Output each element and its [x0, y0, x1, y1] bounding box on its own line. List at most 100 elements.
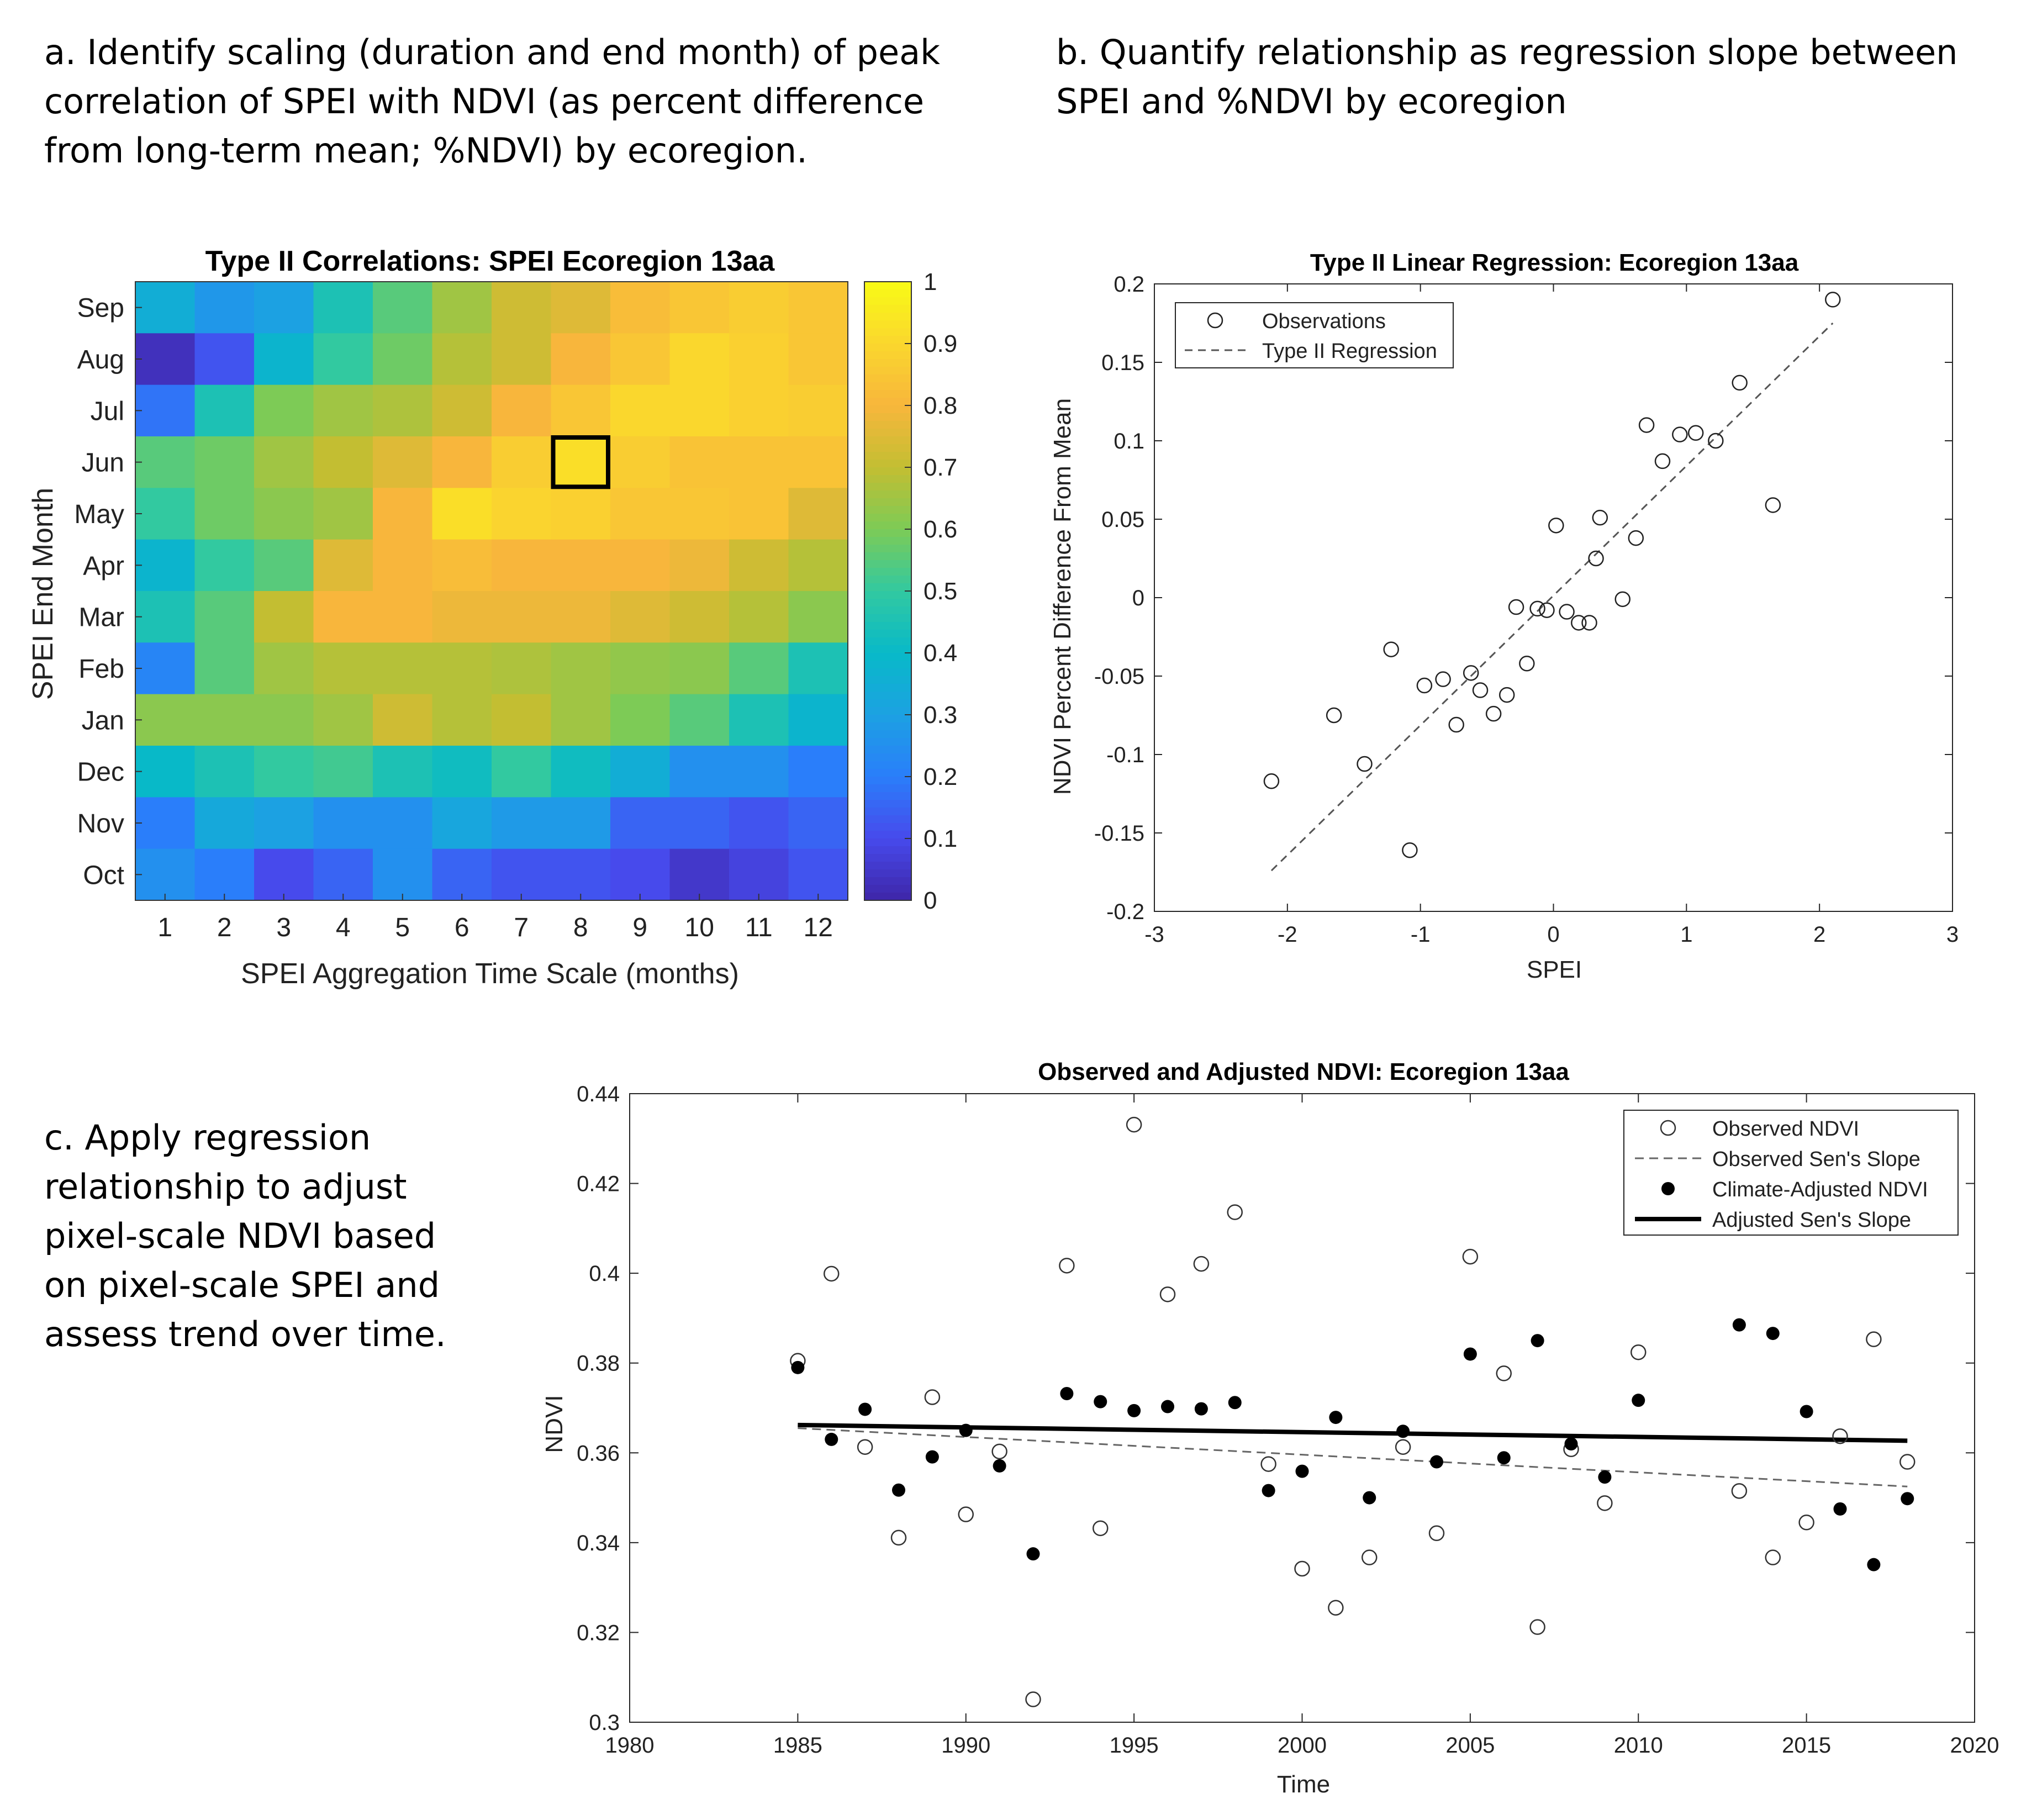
y-tick-label: 0 [1132, 586, 1144, 610]
colorbar-segment [864, 869, 911, 878]
heatmap-cell [313, 642, 373, 695]
colorbar-segment [864, 506, 911, 514]
heatmap-cell [313, 282, 373, 334]
colorbar-segment [864, 374, 911, 383]
heatmap-cell [669, 694, 730, 746]
colorbar-segment [864, 699, 911, 708]
colorbar-segment [864, 815, 911, 824]
chart-title: Type II Correlations: SPEI Ecoregion 13a… [205, 245, 775, 277]
x-tick-label: 10 [685, 913, 714, 942]
x-tick-label: 2015 [1782, 1733, 1831, 1758]
colorbar-segment [864, 568, 911, 576]
observed-ndvi-point [1765, 1549, 1781, 1565]
observation-point [1672, 426, 1688, 442]
observed-ndvi-point [1529, 1619, 1545, 1635]
x-tick-label: 1 [157, 913, 172, 942]
observation-point [1732, 374, 1748, 391]
heatmap-cell [373, 333, 433, 386]
heatmap-cell [492, 848, 552, 901]
adjusted-ndvi-point [1194, 1402, 1208, 1416]
legend-label: Climate-Adjusted NDVI [1712, 1178, 1928, 1201]
x-tick-label: 2000 [1278, 1733, 1327, 1758]
legend-label: Observations [1262, 310, 1386, 333]
y-tick-label: 0.44 [577, 1082, 620, 1106]
x-tick-label: 11 [745, 913, 773, 942]
observed-ndvi-point [1362, 1549, 1378, 1565]
observation-point [1539, 602, 1555, 618]
caption-a-line: from long-term mean; %NDVI) by ecoregion… [44, 130, 808, 171]
adjusted-ndvi-point [1228, 1396, 1242, 1410]
heatmap-cell [194, 746, 255, 798]
heatmap-cell [551, 282, 611, 334]
heatmap-cell [254, 333, 314, 386]
y-tick-label: Nov [77, 809, 124, 838]
x-tick-label: 3 [1946, 922, 1959, 947]
colorbar-segment [864, 390, 911, 398]
colorbar-segment [864, 606, 911, 615]
colorbar-segment [864, 862, 911, 870]
colorbar-segment [864, 645, 911, 653]
x-tick-label: 2005 [1445, 1733, 1495, 1758]
colorbar-segment [864, 282, 911, 290]
heatmap-cell [135, 694, 196, 746]
heatmap-cell [610, 333, 671, 386]
adjusted-ndvi-point [1295, 1464, 1309, 1478]
colorbar-segment [864, 444, 911, 452]
heatmap-cell [610, 746, 671, 798]
observed-ndvi-point [1159, 1286, 1176, 1302]
heatmap-cell [788, 539, 848, 592]
colorbar-segment [864, 320, 911, 329]
y-tick-label: 0.36 [577, 1441, 620, 1465]
colorbar-segment [864, 336, 911, 344]
observed-ndvi-point [890, 1529, 907, 1546]
colorbar-tick-label: 0.7 [924, 454, 957, 481]
adjusted-ndvi-point [1094, 1395, 1107, 1408]
heatmap-cell [669, 488, 730, 540]
colorbar-segment [864, 653, 911, 661]
colorbar-segment [864, 452, 911, 460]
colorbar-segment [864, 599, 911, 607]
heatmap-cell [254, 642, 314, 695]
legend-label: Observed Sen's Slope [1712, 1148, 1920, 1171]
heatmap-cell [432, 746, 492, 798]
adjusted-ndvi-point [1463, 1347, 1477, 1361]
adjusted-sens-slope-line [798, 1422, 1908, 1443]
adjusted-ndvi-point [1161, 1400, 1174, 1413]
heatmap-cell [788, 333, 848, 386]
y-tick-label: Dec [77, 758, 124, 787]
heatmap-cell [373, 384, 433, 437]
x-tick-label: -3 [1144, 922, 1164, 947]
y-tick-label: 0.15 [1101, 351, 1144, 375]
observed-ndvi-point [1866, 1331, 1882, 1347]
heatmap-cell [551, 436, 611, 488]
heatmap-cell [669, 333, 730, 386]
x-tick-label: 2020 [1950, 1733, 1999, 1758]
colorbar-segment [864, 498, 911, 507]
x-tick-label: 12 [804, 913, 833, 942]
observation-point [1485, 705, 1502, 722]
heatmap-cell [610, 488, 671, 540]
observed-ndvi-point [1899, 1454, 1916, 1470]
heatmap-cell [373, 591, 433, 643]
heatmap-cell [313, 436, 373, 488]
heatmap-cell [194, 591, 255, 643]
heatmap-cell [610, 436, 671, 488]
observed-ndvi-point [1428, 1525, 1445, 1542]
heatmap-cell [551, 539, 611, 592]
heatmap-cell [254, 488, 314, 540]
heatmap-cell [669, 746, 730, 798]
colorbar-segment [864, 552, 911, 561]
y-tick-label: 0.2 [1114, 272, 1144, 297]
observed-ndvi-point [1328, 1600, 1344, 1616]
heatmap-cell [373, 539, 433, 592]
adjusted-ndvi-point [1060, 1386, 1074, 1400]
caption-c: c. Apply regression relationship to adju… [44, 1113, 446, 1359]
observed-ndvi-point [1093, 1520, 1109, 1537]
heatmap-cell [788, 384, 848, 437]
heatmap-cell [729, 539, 789, 592]
x-tick-label: 3 [276, 913, 291, 942]
observation-point [1708, 432, 1724, 449]
observation-point [1571, 615, 1587, 631]
colorbar-segment [864, 692, 911, 700]
heatmap-cell [313, 746, 373, 798]
